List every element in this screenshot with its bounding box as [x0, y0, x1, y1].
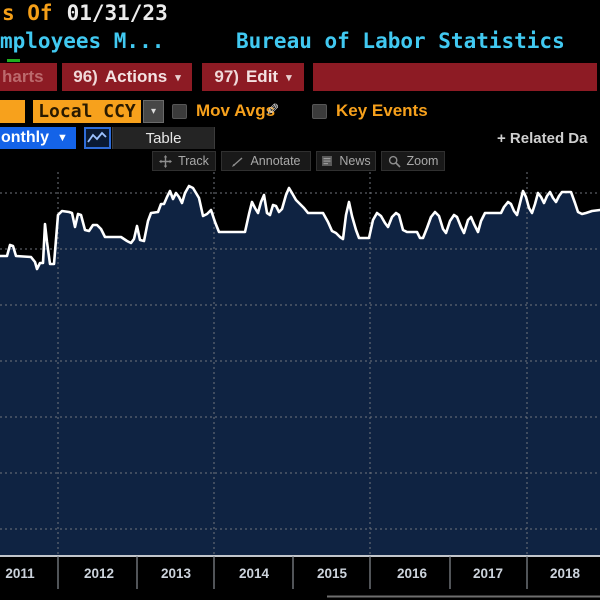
zoom-label: Zoom: [406, 154, 439, 168]
currency-select[interactable]: Local CCY: [33, 100, 141, 123]
as-of-label: s Of: [2, 1, 53, 25]
menu-edit-button[interactable]: 97) Edit ▾: [202, 63, 304, 91]
area-fill: [0, 186, 600, 556]
menu-actions-key: 96): [73, 67, 98, 86]
chevron-down-icon: ▾: [150, 106, 157, 117]
x-axis-label: 2014: [238, 566, 270, 581]
as-of-line: s Of 01/31/23: [2, 1, 168, 25]
annotate-button[interactable]: Annotate: [221, 151, 311, 171]
key-events-label: Key Events: [336, 101, 428, 120]
currency-dropdown-button[interactable]: ▾: [143, 100, 164, 123]
chevron-down-icon: ▾: [175, 71, 181, 84]
mov-avgs-checkbox[interactable]: [172, 104, 187, 119]
chevron-down-icon: ▼: [57, 132, 68, 144]
news-label: News: [339, 154, 371, 168]
x-axis-label: 2015: [316, 566, 348, 581]
x-axis-label: 2016: [396, 566, 428, 581]
title-line: mployees M... Bureau of Labor Statistics: [0, 29, 600, 57]
menu-charts-label: harts: [2, 67, 44, 86]
x-axis-label: 2013: [160, 566, 192, 581]
news-page-icon: [322, 156, 333, 166]
as-of-date: 01/31/23: [66, 1, 168, 25]
menu-charts[interactable]: harts: [0, 63, 57, 91]
move-cross-icon: [159, 154, 173, 168]
line-chart-icon: [87, 131, 107, 143]
x-axis-label: 2018: [549, 566, 581, 581]
mov-avgs-label: Mov Avgs: [196, 101, 276, 120]
price-line: [0, 184, 600, 271]
period-label: onthly: [1, 129, 49, 146]
period-dropdown[interactable]: onthly ▼: [0, 127, 76, 149]
related-data-label: + Related Da: [497, 130, 588, 147]
chart-view-button[interactable]: [84, 127, 111, 149]
magnifier-icon: [388, 155, 401, 168]
data-source: Bureau of Labor Statistics: [236, 29, 565, 53]
cursor-artifact: [7, 59, 20, 62]
track-label: Track: [178, 154, 209, 168]
series-title: mployees M...: [0, 29, 165, 53]
currency-label: Local CCY: [38, 101, 136, 122]
news-button[interactable]: News: [316, 151, 376, 171]
annotate-pencil-icon: [232, 156, 243, 167]
menu-bar-filler: [313, 63, 597, 91]
tab-table-label: Table: [145, 129, 182, 147]
x-axis-label: 2011: [5, 566, 35, 581]
menu-actions-label: Actions: [104, 67, 168, 86]
menu-edit-key: 97): [214, 67, 239, 86]
tab-table[interactable]: Table: [112, 127, 215, 149]
chevron-down-icon: ▾: [286, 71, 292, 84]
menu-bar: harts 96) Actions ▾ 97) Edit ▾: [0, 63, 600, 91]
zoom-button[interactable]: Zoom: [381, 151, 445, 171]
track-button[interactable]: Track: [152, 151, 216, 171]
annotate-label: Annotate: [250, 154, 301, 168]
key-events-checkbox[interactable]: [312, 104, 327, 119]
x-axis-label: 2017: [472, 566, 504, 581]
x-axis-label: 2012: [83, 566, 115, 581]
menu-edit-label: Edit: [245, 67, 279, 86]
related-data-button[interactable]: + Related Da: [497, 130, 587, 147]
menu-actions-button[interactable]: 96) Actions ▾: [62, 63, 192, 91]
toolbar-left-stub[interactable]: [0, 100, 25, 123]
